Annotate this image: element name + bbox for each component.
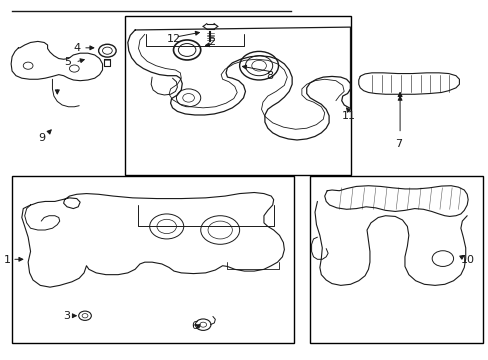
Text: 8: 8 bbox=[266, 71, 273, 81]
Bar bbox=[12, 176, 293, 342]
Text: 4: 4 bbox=[73, 43, 81, 53]
Text: 9: 9 bbox=[38, 133, 45, 143]
Text: 5: 5 bbox=[64, 57, 71, 67]
Text: 11: 11 bbox=[341, 111, 355, 121]
Text: 7: 7 bbox=[394, 139, 402, 149]
Bar bbox=[309, 176, 482, 342]
Bar bbox=[125, 16, 351, 175]
Text: 10: 10 bbox=[460, 255, 474, 265]
Text: 1: 1 bbox=[4, 255, 11, 265]
Text: 6: 6 bbox=[191, 321, 198, 332]
Text: 3: 3 bbox=[63, 311, 70, 321]
Text: 2: 2 bbox=[207, 37, 215, 48]
Text: 12: 12 bbox=[166, 34, 181, 44]
